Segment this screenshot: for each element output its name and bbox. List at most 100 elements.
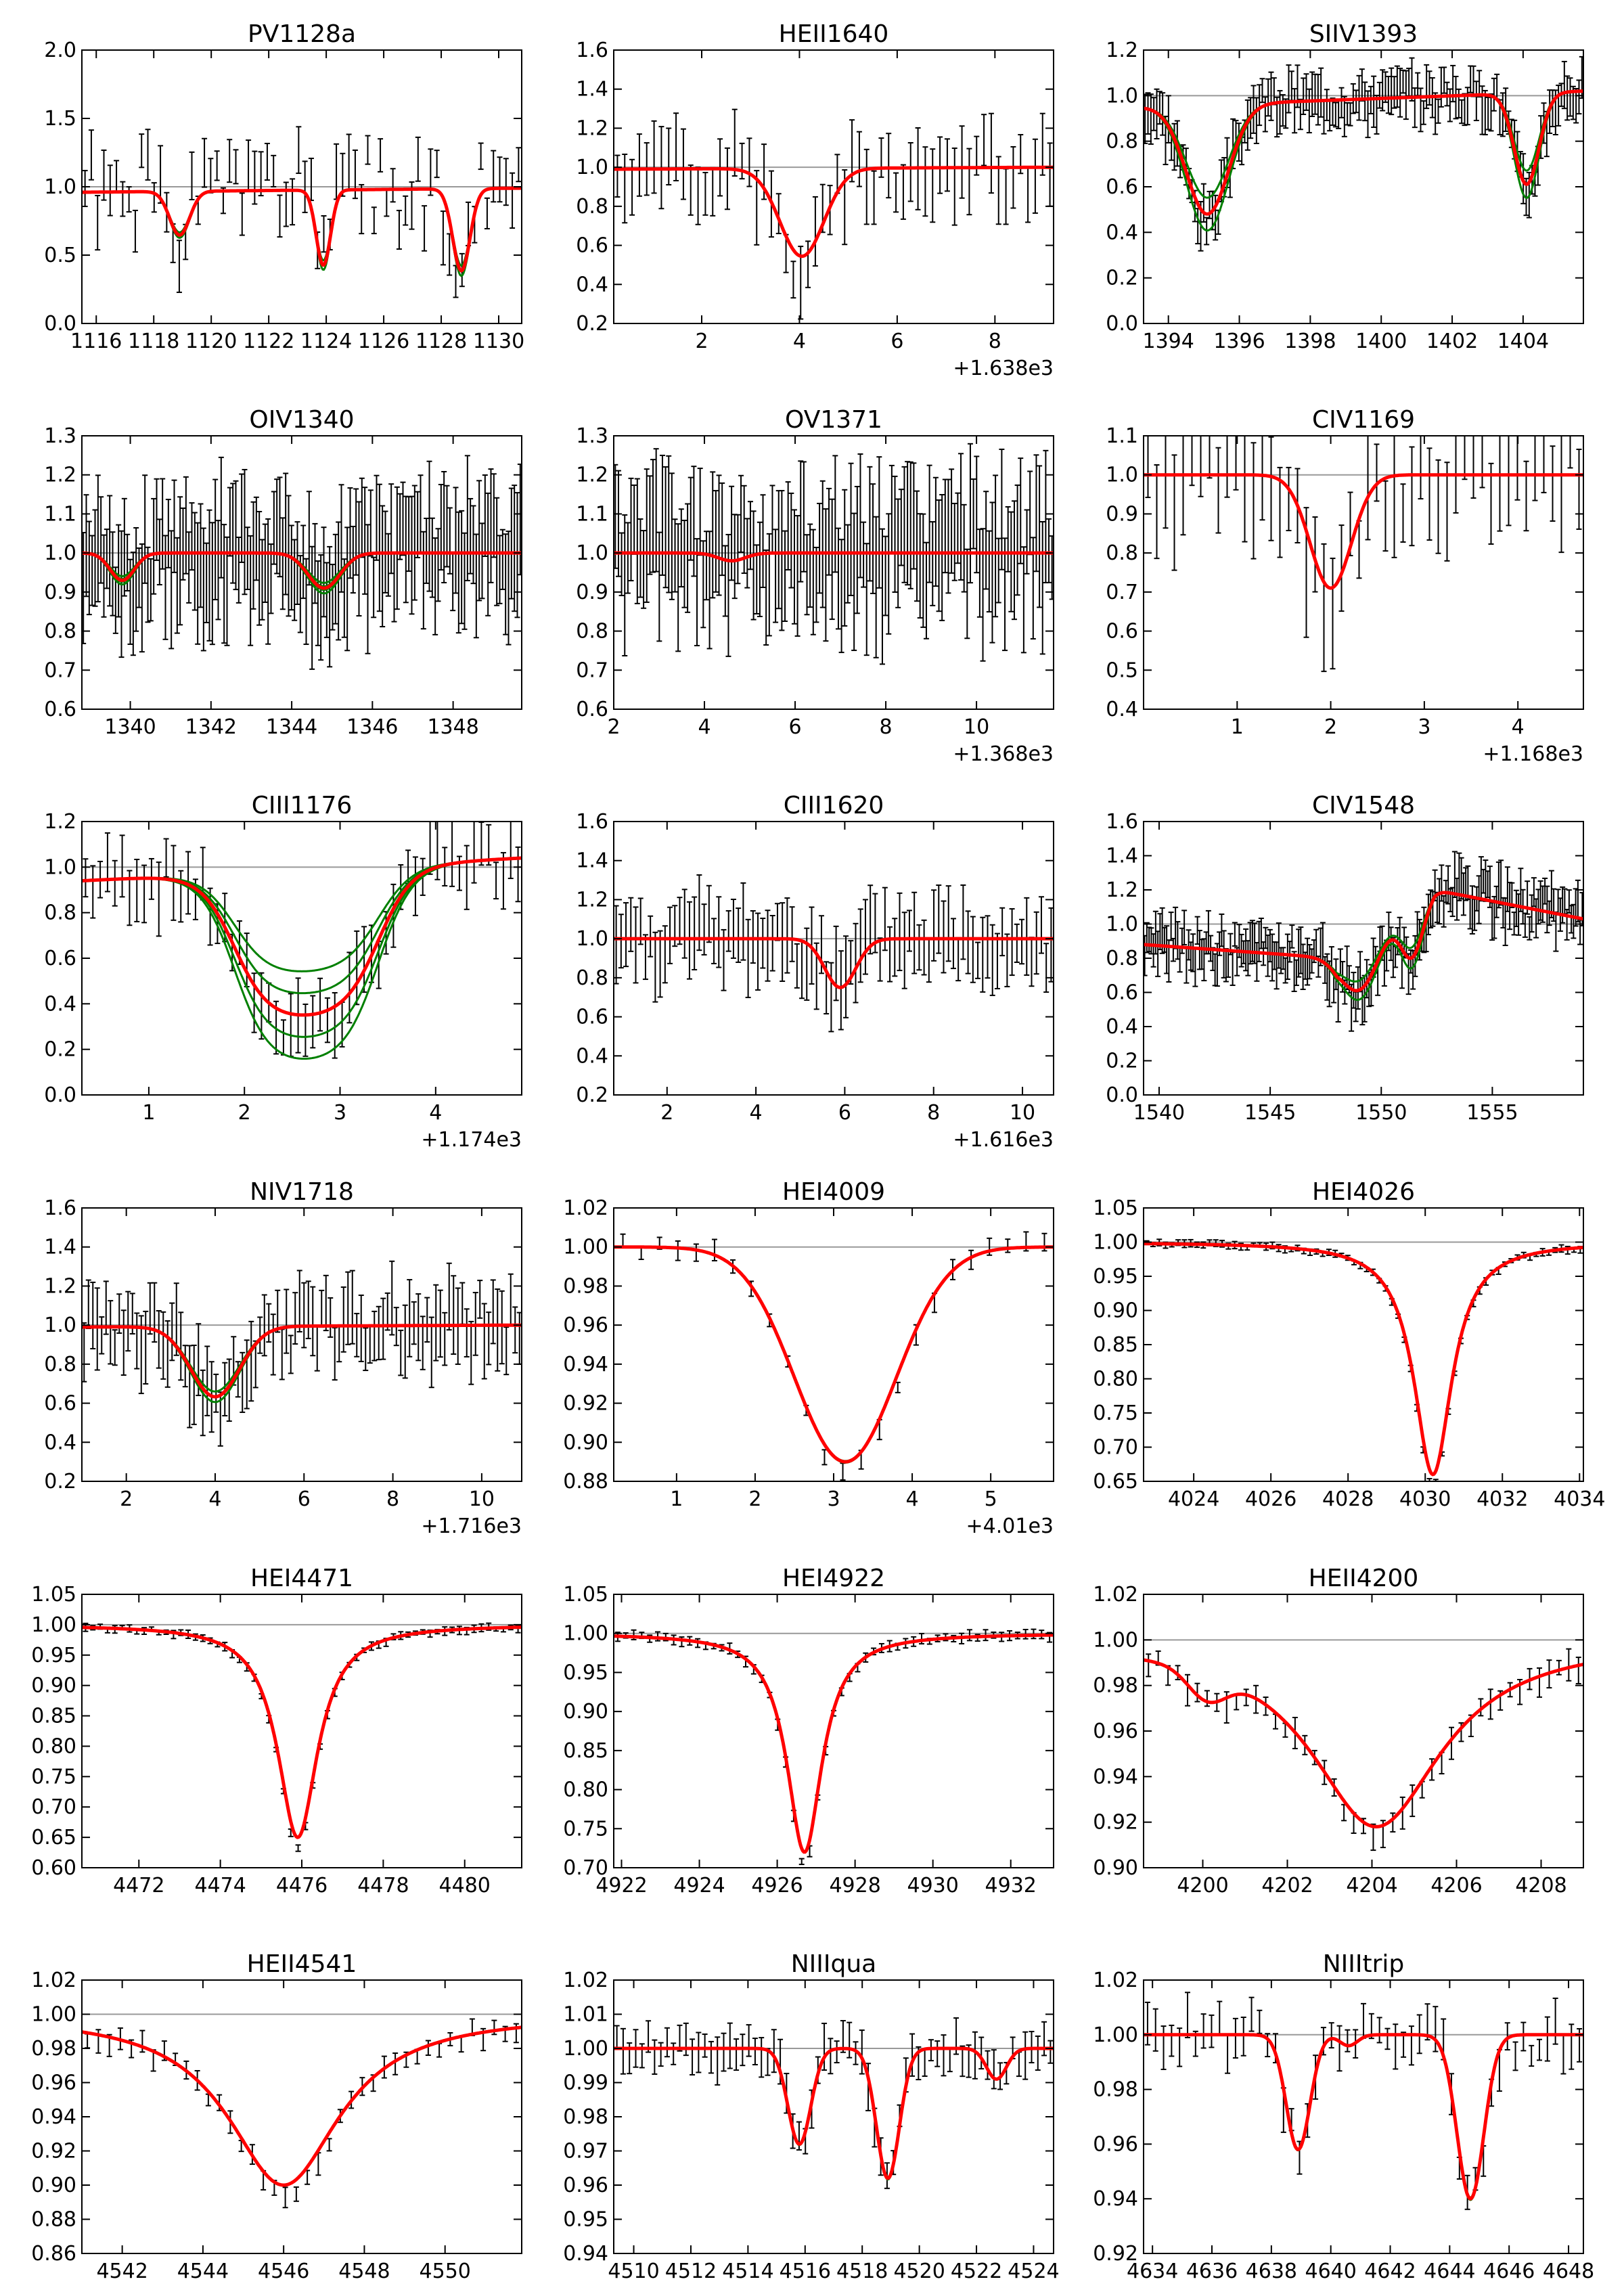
data-point (652, 2039, 658, 2075)
data-point (233, 149, 239, 185)
data-point (358, 1295, 364, 1362)
data-point (1444, 81, 1450, 107)
data-point (985, 2050, 991, 2080)
panel-hei4009: HEI4009 1 2 3 4 5 0.88 0.90 0.92 0.94 0.96 0.98 1.00… (563, 1178, 1054, 1538)
data-point (914, 490, 920, 602)
data-point (828, 962, 834, 1033)
data-point (88, 129, 94, 181)
data-point (1039, 520, 1045, 655)
data-point (1171, 122, 1177, 171)
data-point (1277, 466, 1283, 558)
data-point (141, 864, 148, 924)
data-point (1433, 92, 1439, 135)
data-point (907, 461, 914, 589)
panel-heii4541: HEII4541 4542 4544 4546 4548 4550 0.86 0.88 0.90… (31, 1950, 522, 2283)
y-tick-label: 0.90 (1093, 1856, 1138, 1880)
y-tick-label: 0.8 (44, 1353, 76, 1376)
data-point (784, 897, 790, 974)
data-point (671, 2042, 677, 2065)
data-point (863, 148, 870, 225)
x-tick-label: 4 (698, 715, 710, 739)
data-point (367, 1326, 373, 1364)
data-point (490, 1279, 496, 1345)
data-point (1024, 509, 1030, 575)
data-point (1049, 535, 1054, 600)
panel-title: HEI4471 (250, 1565, 353, 1592)
panel-pv1128a: PV1128a 1116 1118 1120 1122 1124 1126 1128 1130 0… (44, 20, 524, 353)
data-point (819, 480, 826, 608)
data-point (371, 556, 377, 619)
y-tick-label: 0.2 (1106, 267, 1138, 290)
x-tick-label: 4204 (1346, 1874, 1397, 1898)
data-point (447, 507, 453, 575)
data-point (989, 924, 995, 996)
panel-hei4471: HEI4471 4472 4474 4476 4478 4480 0.60 0.65 0.70 0… (31, 1565, 522, 1898)
data-point (1512, 2041, 1518, 2071)
data-point (312, 522, 318, 604)
data-point (1250, 442, 1257, 560)
y-tick-label: 0.98 (1093, 2078, 1138, 2102)
best-fit-model-line (614, 165, 1054, 259)
data-point (92, 509, 98, 607)
data-point (760, 918, 766, 969)
best-fit-model-line (1144, 473, 1583, 590)
data-point (1332, 102, 1338, 128)
y-tick-label: 0.7 (1106, 581, 1138, 604)
data-point (1435, 98, 1441, 124)
data-point (1306, 88, 1312, 134)
panel-ciii1176: CIII1176 1 2 3 4 0.0 0.2 0.4 0.6 0.8 1.0 1.2 +1.174e… (44, 792, 522, 1152)
data-point (744, 518, 750, 589)
data-point (152, 1282, 158, 1343)
data-point (936, 884, 942, 954)
data-point (647, 475, 653, 575)
x-offset-label: +1.174e3 (421, 1128, 522, 1152)
data-point (628, 897, 634, 952)
data-point (1433, 2006, 1439, 2052)
y-tick-label: 1.05 (563, 1583, 608, 1607)
data-point (746, 137, 752, 187)
data-point (104, 832, 110, 893)
y-tick-label: 1.6 (576, 39, 608, 62)
data-point (168, 530, 175, 650)
data-point (706, 531, 713, 650)
sample-model-line (82, 1324, 522, 1398)
data-point (204, 542, 210, 623)
y-tick-label: 1.4 (576, 849, 608, 873)
data-point (191, 512, 198, 611)
data-point (1426, 1478, 1433, 1481)
y-tick-label: 0.70 (31, 1795, 76, 1819)
data-point (156, 861, 162, 937)
x-tick-label: 1 (670, 1487, 683, 1511)
panel-niiitrip: NIIItrip 4634 4636 4638 4640 4642 4644 4646 4648… (1093, 1950, 1594, 2283)
y-tick-label: 0.6 (44, 698, 76, 721)
data-point (239, 192, 245, 236)
data-point (212, 478, 219, 601)
data-point (736, 907, 742, 963)
data-point (968, 1249, 974, 1270)
data-point (202, 137, 208, 188)
data-point (403, 495, 409, 604)
data-point (392, 2052, 399, 2075)
data-point (473, 533, 479, 639)
plot-area (82, 1622, 522, 1852)
x-tick-label: 4 (793, 330, 806, 353)
y-tick-label: 0.98 (563, 1274, 608, 1298)
x-tick-label: 1128 (415, 330, 467, 353)
x-tick-label: 10 (1010, 1101, 1035, 1125)
data-point (658, 2042, 664, 2067)
data-point (402, 1304, 408, 1379)
data-point (359, 477, 365, 558)
data-point (359, 183, 365, 235)
data-point (1148, 93, 1154, 145)
data-point (799, 939, 805, 1000)
data-point (99, 1316, 105, 1355)
axes-frame (1143, 1979, 1584, 2254)
data-point (310, 995, 316, 1049)
data-point (769, 485, 775, 554)
data-point (514, 492, 520, 619)
data-point (318, 554, 324, 661)
data-point (844, 524, 851, 604)
data-point (693, 1243, 699, 1262)
data-point (840, 1462, 846, 1481)
y-tick-label: 0.4 (1106, 1015, 1138, 1039)
